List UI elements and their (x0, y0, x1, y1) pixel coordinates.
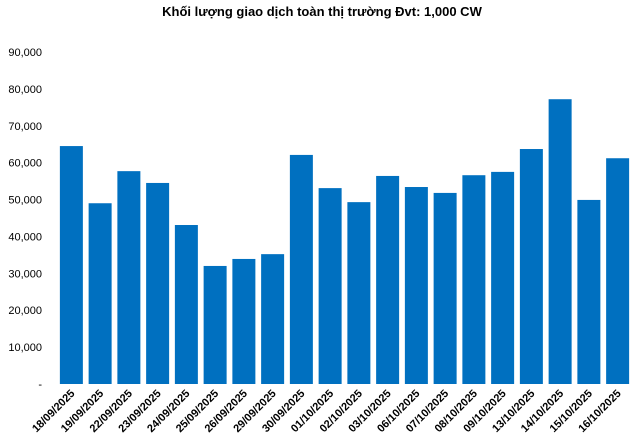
bar (606, 158, 630, 384)
bar (548, 99, 572, 385)
bar (519, 149, 543, 384)
bar (117, 171, 141, 384)
chart-title: Khối lượng giao dịch toàn thị trường Đvt… (162, 4, 482, 19)
y-tick-label: 80,000 (8, 84, 42, 96)
bar (174, 225, 198, 384)
y-tick-label: - (38, 379, 42, 391)
bar (433, 192, 457, 384)
y-tick-label: 10,000 (8, 342, 42, 354)
bar (376, 175, 400, 384)
y-tick-label: 50,000 (8, 195, 42, 207)
bar (577, 199, 601, 384)
bar (146, 182, 170, 384)
bar (203, 265, 227, 384)
bar (232, 258, 256, 384)
y-tick-label: 20,000 (8, 305, 42, 317)
bar (404, 187, 428, 384)
y-tick-label: 70,000 (8, 121, 42, 133)
y-tick-label: 40,000 (8, 231, 42, 243)
y-tick-label: 90,000 (8, 47, 42, 59)
y-tick-label: 30,000 (8, 268, 42, 280)
bar (462, 175, 486, 384)
bar (318, 188, 342, 384)
bar (289, 154, 313, 384)
bar (59, 146, 83, 384)
bar (347, 202, 371, 384)
bar (491, 171, 515, 384)
y-tick-label: 60,000 (8, 158, 42, 170)
bar (88, 203, 112, 384)
bar (261, 254, 285, 384)
